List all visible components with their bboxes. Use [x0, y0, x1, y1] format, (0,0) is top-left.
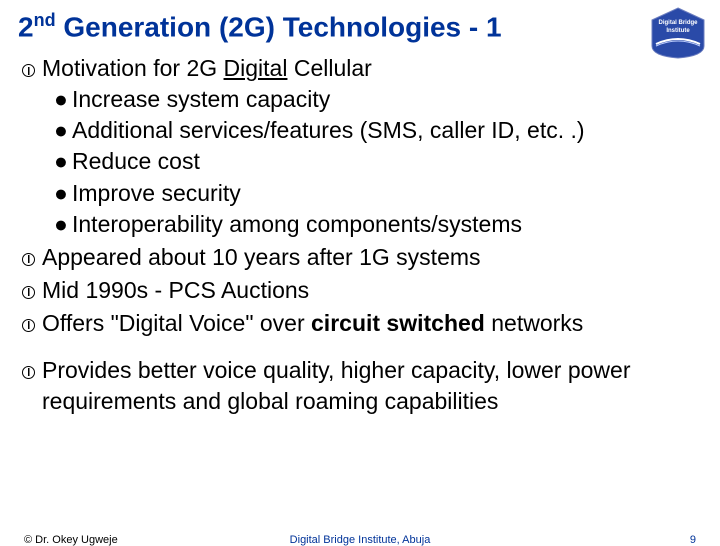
- institute-logo: Digital Bridge Institute: [646, 6, 710, 60]
- txt-part: Cellular: [287, 55, 371, 81]
- disc-bullet-icon: ●: [54, 115, 72, 146]
- txt-underline: Digital: [224, 55, 288, 81]
- list-item: ●Improve security: [18, 178, 702, 209]
- list-item: Appeared about 10 years after 1G systems: [18, 242, 702, 273]
- bullet-text: Reduce cost: [72, 146, 698, 177]
- slide-title: 2nd Generation (2G) Technologies - 1: [18, 10, 702, 43]
- title-sup: nd: [34, 10, 56, 30]
- footer-institute: Digital Bridge Institute, Abuja: [290, 534, 431, 546]
- bullet-text: Mid 1990s - PCS Auctions: [42, 275, 696, 306]
- list-item: Provides better voice quality, higher ca…: [18, 355, 702, 417]
- txt-bold: circuit switched: [311, 310, 485, 336]
- title-rest: Generation (2G) Technologies - 1: [56, 11, 502, 42]
- txt-part: Motivation for 2G: [42, 55, 224, 81]
- page-number: 9: [690, 534, 696, 546]
- title-pre: 2: [18, 11, 34, 42]
- txt-part: Offers "Digital Voice" over: [42, 310, 311, 336]
- list-item: Mid 1990s - PCS Auctions: [18, 275, 702, 306]
- disc-bullet-icon: ●: [54, 209, 72, 240]
- bullet-text: Appeared about 10 years after 1G systems: [42, 242, 696, 273]
- slide: Digital Bridge Institute 2nd Generation …: [0, 0, 720, 540]
- list-item: ●Increase system capacity: [18, 84, 702, 115]
- list-item: ●Additional services/features (SMS, call…: [18, 115, 702, 146]
- circle-bullet-icon: [22, 308, 42, 339]
- spacer: [18, 339, 702, 353]
- slide-content: Motivation for 2G Digital Cellular ●Incr…: [18, 53, 702, 417]
- bullet-text: Interoperability among components/system…: [72, 209, 698, 240]
- bullet-text: Increase system capacity: [72, 84, 698, 115]
- list-item: Motivation for 2G Digital Cellular: [18, 53, 702, 84]
- list-item: ●Reduce cost: [18, 146, 702, 177]
- circle-bullet-icon: [22, 53, 42, 84]
- bullet-text: Motivation for 2G Digital Cellular: [42, 53, 696, 84]
- disc-bullet-icon: ●: [54, 146, 72, 177]
- bullet-text: Improve security: [72, 178, 698, 209]
- svg-text:Institute: Institute: [666, 28, 690, 34]
- svg-text:Digital Bridge: Digital Bridge: [658, 20, 698, 26]
- circle-bullet-icon: [22, 275, 42, 306]
- circle-bullet-icon: [22, 355, 42, 386]
- disc-bullet-icon: ●: [54, 178, 72, 209]
- circle-bullet-icon: [22, 242, 42, 273]
- txt-part: networks: [485, 310, 583, 336]
- list-item: ●Interoperability among components/syste…: [18, 209, 702, 240]
- list-item: Offers "Digital Voice" over circuit swit…: [18, 308, 702, 339]
- footer-copyright: © Dr. Okey Ugweje: [24, 534, 118, 546]
- bullet-text: Offers "Digital Voice" over circuit swit…: [42, 308, 696, 339]
- bullet-text: Additional services/features (SMS, calle…: [72, 115, 698, 146]
- disc-bullet-icon: ●: [54, 84, 72, 115]
- bullet-text: Provides better voice quality, higher ca…: [42, 355, 696, 417]
